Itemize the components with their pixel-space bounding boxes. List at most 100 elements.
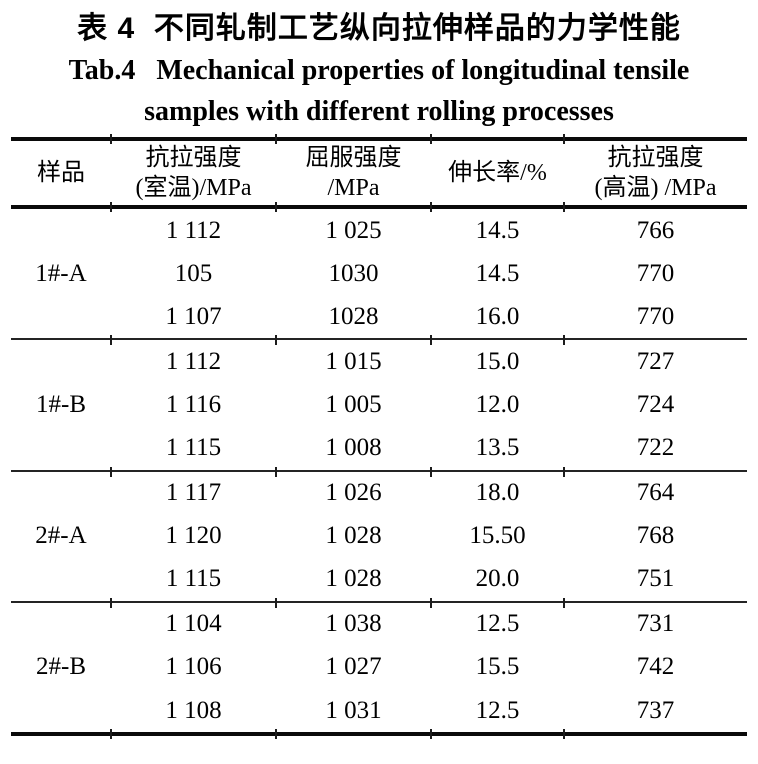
sample-label: 2#-B [36,653,86,681]
column-divider-tick [275,202,277,212]
value-cell: 1030 [328,259,379,287]
value-cell: 12.5 [475,610,520,638]
column-divider-tick [430,597,432,608]
sample-group-1A: 1#-A 1 112 1 025 14.5 766 105 1030 14.5 … [11,209,747,338]
sample-group-2A: 2#-A 1 117 1 026 18.0 764 1 120 1 028 15… [11,472,747,601]
column-divider-tick [430,134,432,144]
value-cell: 727 [636,347,675,375]
value-cell: 15.5 [475,653,520,681]
column-divider-tick [563,134,565,144]
value-cell: 1 028 [325,522,382,550]
column-divider-tick [110,335,112,346]
value-cell: 724 [636,390,675,418]
header-unit: (高温) /MPa [594,175,717,201]
header-label: 伸长率/% [448,160,547,186]
value-cell: 751 [636,565,675,593]
value-cell: 1 015 [325,347,382,375]
header-label: 抗拉强度 [145,145,242,171]
value-cell: 1 027 [325,653,382,681]
value-cell: 1 008 [325,434,382,462]
header-label: 样品 [37,160,85,186]
header-unit: (室温)/MPa [135,175,252,201]
value-cell: 1 117 [165,479,222,507]
value-cell: 14.5 [475,216,520,244]
column-divider-tick [430,729,432,740]
group-separator-rule [11,597,747,608]
value-cell: 770 [636,302,675,330]
column-divider-tick [110,134,112,144]
value-cell: 105 [174,259,213,287]
value-cell: 20.0 [475,565,520,593]
value-cell: 1 104 [165,610,222,638]
value-cell: 722 [636,434,675,462]
value-cell: 1 107 [165,302,222,330]
value-cell: 1 025 [325,216,382,244]
value-cell: 1 115 [165,434,222,462]
column-divider-tick [430,466,432,477]
header-cell-elongation: 伸长率/% [431,158,564,188]
sample-group-2B: 2#-B 1 104 1 038 12.5 731 1 106 1 027 15… [11,603,747,732]
column-divider-tick [563,729,565,740]
column-divider-tick [275,597,277,608]
value-cell: 1 120 [165,522,222,550]
value-cell: 737 [636,696,675,724]
header-label: 抗拉强度 [607,145,704,171]
value-cell: 15.0 [475,347,520,375]
header-label: 屈服强度 [305,145,402,171]
value-cell: 15.50 [469,522,526,550]
value-cell: 13.5 [475,434,520,462]
column-divider-tick [275,335,277,346]
table-title-zh: 表 4 不同轧制工艺纵向拉伸样品的力学性能 [77,12,681,45]
column-divider-tick [563,202,565,212]
sample-label: 2#-A [35,522,87,550]
value-cell: 768 [636,522,675,550]
column-divider-tick [275,134,277,144]
column-divider-tick [110,597,112,608]
value-cell: 1028 [328,302,379,330]
value-cell: 1 115 [165,565,222,593]
value-cell: 12.5 [475,696,520,724]
value-cell: 1 028 [325,565,382,593]
column-divider-tick [563,466,565,477]
value-cell: 1 038 [325,610,382,638]
column-divider-tick [110,729,112,740]
header-cell-yield: 屈服强度 /MPa [276,143,431,203]
value-cell: 14.5 [475,259,520,287]
sample-label: 1#-B [36,390,86,418]
value-cell: 742 [636,653,675,681]
table-bottom-rule [11,729,747,740]
value-cell: 766 [636,216,675,244]
column-divider-tick [563,597,565,608]
header-bottom-rule [11,202,747,212]
table-title-en-line2: samples with different rolling processes [144,96,614,127]
column-divider-tick [275,466,277,477]
value-cell: 1 116 [165,390,222,418]
table-top-rule [11,134,747,144]
value-cell: 1 005 [325,390,382,418]
value-cell: 12.0 [475,390,520,418]
sample-group-1B: 1#-B 1 112 1 015 15.0 727 1 116 1 005 12… [11,340,747,469]
results-table: 样品 抗拉强度 (室温)/MPa 屈服强度 /MPa 伸长率/% 抗拉强度 (高… [11,134,747,740]
value-cell: 770 [636,259,675,287]
value-cell: 1 112 [165,216,222,244]
header-cell-tensile-ht: 抗拉强度 (高温) /MPa [564,143,747,203]
value-cell: 1 112 [165,347,222,375]
value-cell: 1 108 [165,696,222,724]
column-divider-tick [110,202,112,212]
header-cell-tensile-rt: 抗拉强度 (室温)/MPa [111,143,276,203]
value-cell: 1 106 [165,653,222,681]
sample-label: 1#-A [35,259,87,287]
column-divider-tick [275,729,277,740]
column-divider-tick [430,335,432,346]
header-unit: /MPa [327,175,380,201]
value-cell: 764 [636,479,675,507]
column-divider-tick [563,335,565,346]
title-block: 表 4 不同轧制工艺纵向拉伸样品的力学性能 Tab.4 Mechanical p… [0,0,758,132]
value-cell: 1 026 [325,479,382,507]
group-separator-rule [11,466,747,477]
value-cell: 16.0 [475,302,520,330]
group-separator-rule [11,335,747,346]
column-divider-tick [430,202,432,212]
header-row: 样品 抗拉强度 (室温)/MPa 屈服强度 /MPa 伸长率/% 抗拉强度 (高… [11,141,747,205]
value-cell: 731 [636,610,675,638]
